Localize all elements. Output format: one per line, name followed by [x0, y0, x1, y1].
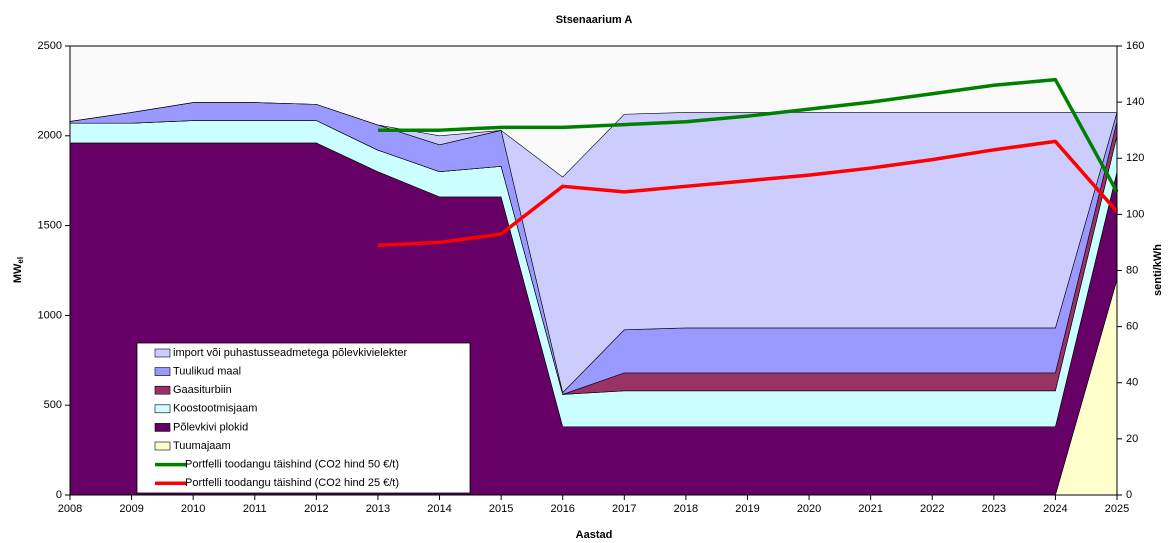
- y2-axis-label: senti/kWh: [1152, 244, 1164, 296]
- x-tick-label: 2024: [1043, 503, 1067, 515]
- legend-label: Gaasiturbiin: [173, 384, 232, 396]
- legend-swatch: [154, 348, 171, 358]
- y2-tick-label: 120: [1126, 152, 1144, 164]
- y2-tick-label: 160: [1126, 40, 1144, 52]
- y-axis-label-sub: el: [16, 257, 25, 264]
- legend-label: Tuumajaam: [173, 440, 231, 452]
- legend-swatch: [154, 404, 171, 414]
- x-tick-label: 2019: [735, 503, 759, 515]
- y-tick-label: 2000: [38, 130, 62, 142]
- legend-box: [136, 342, 471, 494]
- line: [377, 77, 1119, 193]
- legend-label: Portfelli toodangu täishind (CO2 hind 25…: [185, 477, 399, 489]
- y2-tick-label: 40: [1126, 377, 1138, 389]
- x-tick-label: 2015: [489, 503, 513, 515]
- x-tick-label: 2020: [797, 503, 821, 515]
- x-tick-label: 2021: [858, 503, 882, 515]
- y2-tick-label: 140: [1126, 96, 1144, 108]
- y2-tick-label: 20: [1126, 433, 1138, 445]
- y2-tick-label: 80: [1126, 264, 1138, 276]
- x-tick-label: 2014: [427, 503, 451, 515]
- x-tick-label: 2012: [304, 503, 328, 515]
- y-axis-label-main: MW: [12, 263, 24, 283]
- legend-label: Tuulikud maal: [173, 366, 241, 378]
- y-axis-label: MWel: [12, 257, 25, 283]
- y-tick-label: 2500: [38, 40, 62, 52]
- y-tick-label: 500: [44, 399, 62, 411]
- y2-tick-label: 100: [1126, 208, 1144, 220]
- x-tick-label: 2016: [550, 503, 574, 515]
- x-tick-label: 2018: [674, 503, 698, 515]
- x-tick-label: 2011: [243, 503, 267, 515]
- x-tick-label: 2013: [366, 503, 390, 515]
- y-tick-label: 1500: [38, 220, 62, 232]
- x-tick-label: 2010: [181, 503, 205, 515]
- x-tick-label: 2023: [982, 503, 1006, 515]
- legend-swatch: [154, 367, 171, 376]
- y-tick-label: 1000: [38, 309, 62, 321]
- y2-tick-label: 0: [1126, 489, 1132, 501]
- legend-label: Põlevkivi plokid: [173, 421, 248, 433]
- x-tick-label: 2009: [119, 503, 143, 515]
- chart-title: Stsenaarium A: [556, 14, 633, 26]
- y-tick-label: 0: [56, 489, 62, 501]
- legend-label: import või puhastusseadmetega põlevkivie…: [173, 347, 408, 359]
- x-tick-label: 2017: [612, 503, 636, 515]
- x-tick-label: 2025: [1105, 503, 1129, 515]
- legend-swatch: [154, 441, 171, 451]
- y2-tick-label: 60: [1126, 321, 1138, 333]
- x-axis-label: Aastad: [576, 529, 613, 541]
- line: [377, 139, 1119, 247]
- legend-label: Koostootmisjaam: [173, 403, 257, 415]
- legend-swatch: [154, 423, 171, 432]
- x-tick-label: 2022: [920, 503, 944, 515]
- legend-label: Portfelli toodangu täishind (CO2 hind 50…: [185, 459, 399, 471]
- legend-swatch: [154, 385, 171, 395]
- x-tick-label: 2008: [58, 503, 82, 515]
